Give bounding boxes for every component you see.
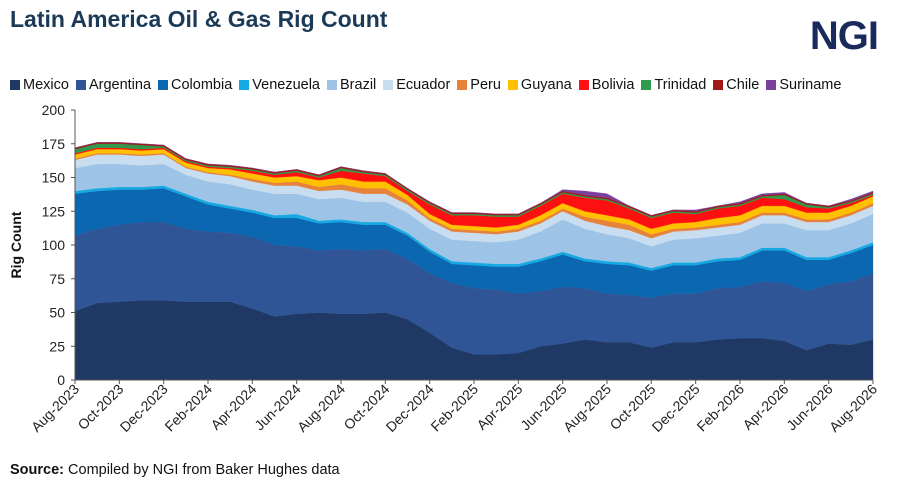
x-tick-label: Apr-2024 [207,381,259,433]
x-tick-label: Dec-2025 [649,381,703,435]
y-tick-label: 0 [57,372,65,388]
ngi-logo: NGI [809,14,879,58]
source-note: Source: Compiled by NGI from Baker Hughe… [10,462,340,478]
y-tick-label: 150 [42,170,66,186]
source-label: Source: [10,462,64,478]
legend-label: Chile [726,77,760,93]
legend-item-bolivia: Bolivia [578,77,635,93]
legend-item-chile: Chile [713,77,759,93]
area-suriname [74,142,874,216]
legend-label: Colombia [171,77,233,93]
chart-legend: Mexico Argentina Colombia Venezuela Brazil Ec… [10,75,895,95]
legend-label: Suriname [779,77,842,93]
y-tick-label: 25 [49,338,65,354]
legend-item-venezuela: Venezuela [239,77,320,93]
legend-item-argentina: Argentina [75,77,152,93]
legend-item-suriname: Suriname [766,77,841,93]
legend-swatch [327,80,337,90]
legend-swatch [158,80,169,90]
legend-label: Venezuela [252,77,320,93]
legend-label: Trinidad [654,77,707,93]
legend-item-guyana: Guyana [507,77,572,93]
legend-item-mexico: Mexico [10,77,69,93]
legend-label: Ecuador [396,77,451,93]
legend-label: Guyana [520,77,572,93]
y-tick-label: 125 [42,203,66,219]
x-tick-label: Dec-2024 [383,381,437,435]
x-tick-label: Feb-2024 [161,381,215,435]
legend-item-trinidad: Trinidad [641,77,706,93]
page-title: Latin America Oil & Gas Rig Count [10,6,388,32]
y-tick-label: 50 [49,305,65,321]
x-tick-label: Dec-2023 [117,381,171,435]
y-tick-label: 175 [42,136,66,152]
legend-swatch [239,80,250,90]
legend-swatch [383,80,394,90]
area-layers [74,142,874,381]
legend-swatch [713,80,724,90]
legend-label: Peru [470,77,501,93]
legend-swatch [75,80,86,90]
legend-swatch [507,80,518,90]
legend-swatch [10,80,20,90]
source-text: Compiled by NGI from Baker Hughes data [68,462,340,478]
legend-label: Mexico [23,77,69,93]
legend-item-colombia: Colombia [158,77,232,93]
legend-item-brazil: Brazil [327,77,376,93]
x-tick-label: Feb-2026 [693,381,747,435]
y-tick-label: 200 [42,102,66,118]
legend-item-ecuador: Ecuador [383,77,450,93]
x-tick-label: Apr-2026 [739,381,791,433]
legend-label: Brazil [340,77,377,93]
legend-swatch [766,80,777,90]
y-tick-label: 100 [42,237,66,253]
x-tick-label: Feb-2025 [427,381,481,435]
legend-label: Bolivia [591,77,635,93]
x-tick-label: Aug-2023 [28,381,82,435]
legend-swatch [457,80,468,90]
x-tick-label: Aug-2026 [826,381,880,435]
legend-swatch [578,80,589,90]
y-axis-title: Rig Count [8,211,24,278]
x-tick-label: Aug-2025 [560,381,614,435]
legend-label: Argentina [88,77,152,93]
x-tick-label: Apr-2025 [473,381,525,433]
y-tick-label: 75 [49,271,65,287]
legend-swatch [641,80,652,90]
x-tick-label: Aug-2024 [294,381,348,435]
legend-item-peru: Peru [457,77,501,93]
